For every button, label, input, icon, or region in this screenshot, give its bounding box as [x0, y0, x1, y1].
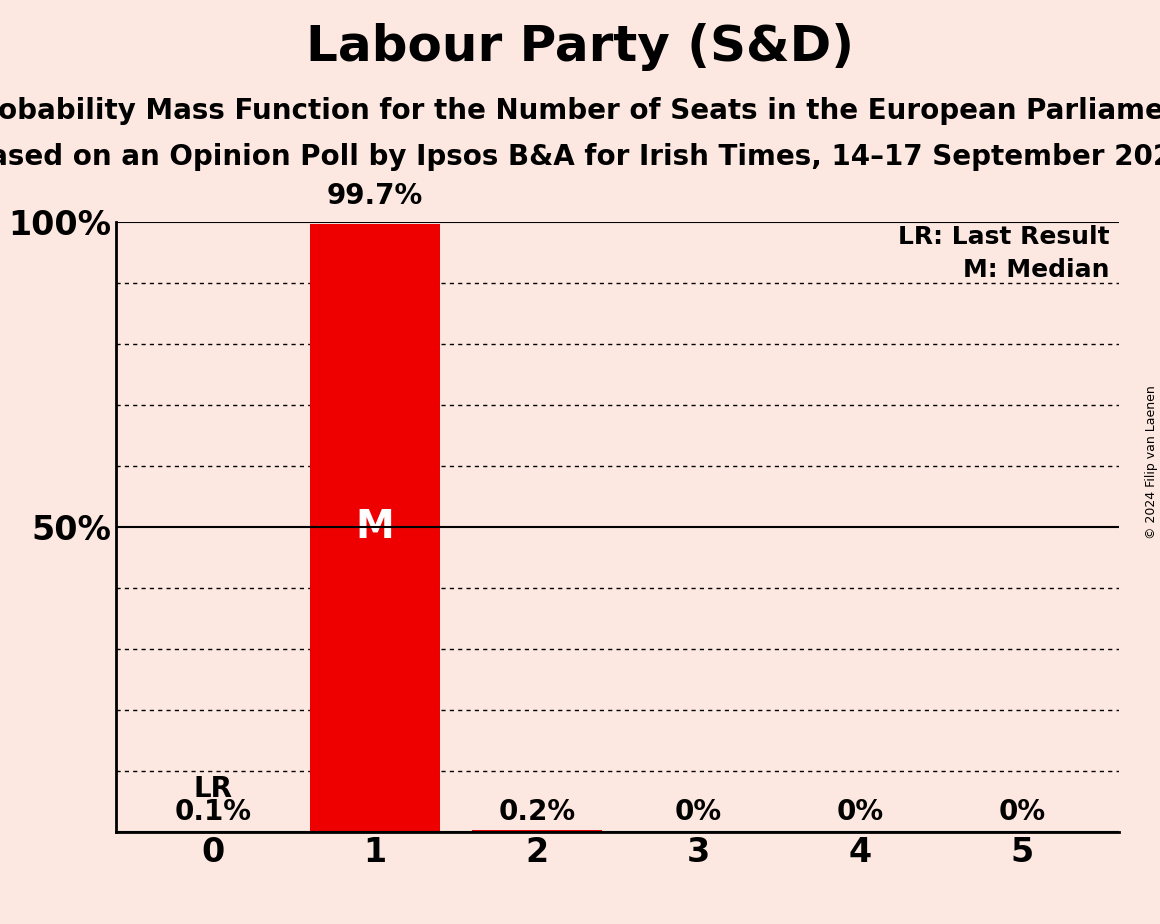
Text: 0%: 0% [675, 797, 723, 825]
Text: LR: LR [194, 775, 233, 803]
Text: Based on an Opinion Poll by Ipsos B&A for Irish Times, 14–17 September 2024: Based on an Opinion Poll by Ipsos B&A fo… [0, 143, 1160, 171]
Text: M: M [356, 507, 394, 546]
Text: 0%: 0% [999, 797, 1046, 825]
Text: Labour Party (S&D): Labour Party (S&D) [306, 23, 854, 71]
Bar [310, 224, 440, 832]
Text: 0%: 0% [836, 797, 884, 825]
Text: © 2024 Filip van Laenen: © 2024 Filip van Laenen [1145, 385, 1158, 539]
Text: 99.7%: 99.7% [327, 181, 423, 210]
Bar [472, 831, 602, 832]
Text: 0.1%: 0.1% [175, 797, 252, 825]
Text: 0.2%: 0.2% [498, 797, 575, 825]
Text: Probability Mass Function for the Number of Seats in the European Parliament: Probability Mass Function for the Number… [0, 97, 1160, 125]
Text: M: Median: M: Median [963, 259, 1109, 283]
Text: LR: Last Result: LR: Last Result [898, 225, 1109, 249]
